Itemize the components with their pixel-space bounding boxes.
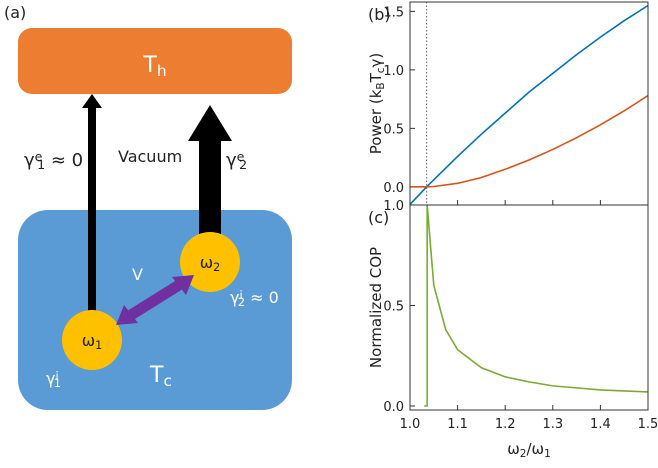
text-part: γ) — [367, 53, 385, 68]
y-axis-label: Power (kBTcγ) — [367, 53, 387, 155]
x-tick-label: 1.3 — [542, 417, 563, 432]
y-axis-label: Normalized COP — [367, 247, 385, 368]
panel-label: (c) — [368, 208, 389, 227]
y-tick-label: 0.0 — [383, 400, 404, 415]
text-part: B — [375, 82, 387, 89]
y-tick-label: 0.5 — [383, 122, 404, 137]
y-tick-label: 0.0 — [383, 181, 404, 196]
x-tick-label: 1.4 — [590, 417, 611, 432]
text-part: 1 — [54, 377, 61, 390]
text-part: 1 — [95, 339, 102, 352]
text-part: Normalized COP — [367, 247, 385, 368]
text-part: 2 — [238, 296, 245, 309]
data-line — [424, 205, 648, 406]
text-part: ≈ 0 — [45, 150, 83, 171]
text-part: 1 — [37, 157, 45, 172]
text-part: T — [142, 53, 157, 78]
text-part: 2 — [520, 448, 527, 460]
text-part: 1 — [544, 448, 551, 460]
panel-label: (b) — [368, 5, 391, 24]
text-part: /ω — [526, 440, 544, 458]
page: (a) Th γe1 ≈ 0 Vacuum γe2 V ω2 ω1 γi2 ≈ … — [0, 0, 658, 468]
x-tick-label: 1.5 — [638, 417, 658, 432]
x-tick-label: 1.2 — [495, 417, 516, 432]
figure: (a) Th γe1 ≈ 0 Vacuum γe2 V ω2 ω1 γi2 ≈ … — [0, 0, 658, 468]
text-part: ω — [200, 253, 213, 272]
text-part: γ — [226, 150, 237, 171]
x-tick-label: 1.0 — [400, 417, 421, 432]
arrow-head — [188, 105, 232, 141]
text-part: h — [157, 62, 167, 80]
x-tick-label: 1.1 — [447, 417, 468, 432]
data-line — [410, 96, 648, 187]
text-part: c — [163, 372, 171, 390]
plot-frame — [410, 205, 648, 410]
text-part: ω — [82, 331, 95, 350]
text-part: 2 — [239, 157, 247, 172]
arrow-head — [82, 94, 102, 108]
coupling-label: V — [132, 265, 143, 284]
text-part: Power (k — [367, 89, 385, 154]
text-part: ≈ 0 — [245, 288, 279, 307]
arrow-shaft — [88, 108, 96, 313]
plot-frame — [410, 2, 648, 205]
y-tick-label: 0.5 — [383, 299, 404, 314]
text-part: T — [149, 363, 164, 388]
arrow-shaft — [199, 140, 221, 240]
text-part: γ — [24, 150, 35, 171]
text-part: ω — [507, 440, 520, 458]
x-axis-label: ω2/ω1 — [507, 440, 551, 460]
region-label: Vacuum — [118, 147, 182, 166]
data-line — [410, 6, 648, 205]
panel-label: (a) — [4, 3, 26, 22]
text-part: 2 — [213, 261, 220, 274]
